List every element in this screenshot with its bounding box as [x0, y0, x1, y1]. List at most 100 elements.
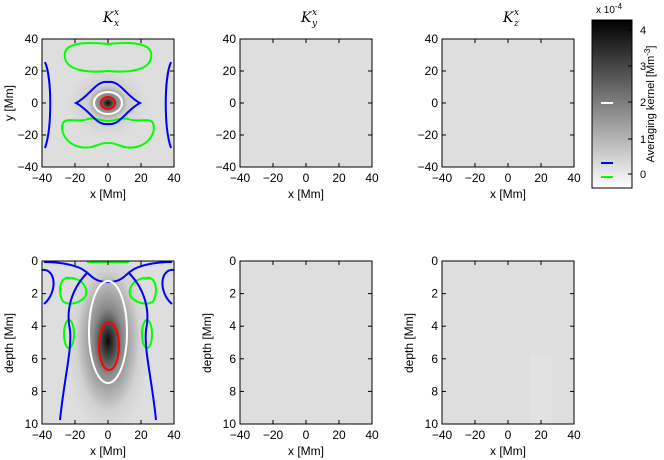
title-main: K	[300, 10, 313, 26]
y-tick-label: 8	[229, 384, 236, 398]
x-tick-label: 40	[567, 171, 581, 185]
y-tick-label: 40	[425, 32, 439, 46]
y-tick-label: −20	[216, 128, 237, 142]
y-tick-label: 0	[431, 254, 438, 268]
title-main: K	[502, 10, 515, 26]
x-tick-label: 0	[505, 428, 512, 442]
y-tick-label: 20	[425, 64, 439, 78]
x-axis-label: x [Mm]	[90, 444, 126, 458]
x-tick-label: 40	[567, 428, 581, 442]
y-tick-label: 20	[25, 64, 39, 78]
contour-blue	[42, 268, 55, 305]
panel-title: K x z	[502, 8, 519, 29]
x-tick-label: 20	[332, 171, 346, 185]
y-tick-label: −40	[216, 160, 237, 174]
y-tick-label: 40	[223, 32, 237, 46]
contour-white	[88, 280, 128, 384]
x-tick-label: 0	[105, 171, 112, 185]
y-tick-label: −40	[18, 160, 39, 174]
y-tick-label: 8	[431, 384, 438, 398]
x-axis-label: x [Mm]	[90, 187, 126, 201]
plot-area	[442, 39, 574, 167]
contour-red	[98, 321, 120, 371]
y-tick-label: 2	[229, 287, 236, 301]
x-axis-label: x [Mm]	[288, 444, 324, 458]
y-tick-label: 0	[31, 96, 38, 110]
plot-area	[240, 39, 372, 167]
panel-kxy-depth	[239, 260, 373, 425]
x-tick-label: −40	[432, 428, 453, 442]
colorbar-tick-label: 0	[640, 169, 646, 181]
x-tick-label: 0	[105, 428, 112, 442]
y-tick-label: 6	[431, 352, 438, 366]
contour-blue	[161, 268, 174, 305]
x-tick-label: 40	[167, 428, 181, 442]
y-tick-label: 0	[229, 254, 236, 268]
y-tick-label: −20	[418, 128, 439, 142]
x-tick-label: −20	[65, 428, 86, 442]
y-tick-label: 4	[229, 319, 236, 333]
contour-red	[100, 96, 116, 110]
y-axis-label: depth [Mm]	[402, 313, 416, 373]
colorbar-tick-label: 1	[640, 134, 646, 146]
x-axis-label: x [Mm]	[288, 187, 324, 201]
contour-green	[87, 261, 129, 263]
plot-area	[442, 261, 574, 424]
contour-green	[63, 41, 153, 73]
contour-green	[128, 276, 157, 305]
y-tick-label: 20	[223, 64, 237, 78]
colorbar-ticks: 4 3 2 1 0	[628, 25, 646, 181]
y-tick-label: 40	[25, 32, 39, 46]
y-tick-label: 6	[229, 352, 236, 366]
x-tick-label: 20	[134, 428, 148, 442]
x-tick-label: 0	[303, 171, 310, 185]
x-tick-label: −40	[32, 428, 53, 442]
contour-blue	[59, 271, 89, 421]
x-tick-label: −20	[465, 428, 486, 442]
title-sup: x	[312, 8, 317, 18]
y-tick-label: 4	[431, 319, 438, 333]
y-tick-label: 0	[229, 96, 236, 110]
x-axis-label: x [Mm]	[490, 444, 526, 458]
plot-area	[240, 261, 372, 424]
x-tick-label: −40	[230, 428, 251, 442]
contour-blue	[44, 61, 52, 149]
x-tick-label: −20	[65, 171, 86, 185]
title-sub: y	[311, 19, 318, 29]
x-tick-label: −40	[230, 171, 251, 185]
x-tick-label: 40	[167, 171, 181, 185]
y-tick-label: 6	[31, 352, 38, 366]
colorbar-frame	[591, 19, 633, 189]
x-tick-label: 20	[134, 171, 148, 185]
x-tick-label: 0	[505, 171, 512, 185]
y-tick-label: 2	[431, 287, 438, 301]
colorbar: 4 3 2 1 0 x 10-4 Averaging kernel [Mm-3]	[591, 2, 657, 189]
title-main: K	[102, 10, 115, 26]
y-axis-label: depth [Mm]	[2, 313, 16, 373]
x-tick-label: 40	[365, 428, 379, 442]
y-axis-label: depth [Mm]	[200, 313, 214, 373]
x-tick-label: 20	[332, 428, 346, 442]
x-tick-label: 40	[365, 171, 379, 185]
x-tick-label: −20	[465, 171, 486, 185]
colorbar-exponent: x 10-4	[596, 2, 623, 16]
x-tick-label: −20	[263, 171, 284, 185]
x-tick-label: 20	[534, 171, 548, 185]
panel-kxx-xy	[41, 38, 175, 168]
colorbar-tick-label: 3	[640, 61, 646, 73]
y-tick-label: 10	[25, 417, 39, 431]
title-sup: x	[114, 8, 119, 18]
x-axis-label: x [Mm]	[490, 187, 526, 201]
contour-green	[59, 276, 88, 305]
y-tick-label: 0	[31, 254, 38, 268]
y-tick-label: 10	[223, 417, 237, 431]
panel-kxz-depth	[441, 260, 575, 425]
faint-feature	[530, 355, 552, 424]
colorbar-tick-label: 2	[640, 97, 646, 109]
kernel-peak	[66, 261, 150, 424]
colorbar-tick-label: 4	[640, 25, 646, 37]
panel-title: K x x	[102, 8, 119, 29]
panel-kxz-xy	[441, 38, 575, 168]
title-sub: z	[513, 19, 519, 29]
